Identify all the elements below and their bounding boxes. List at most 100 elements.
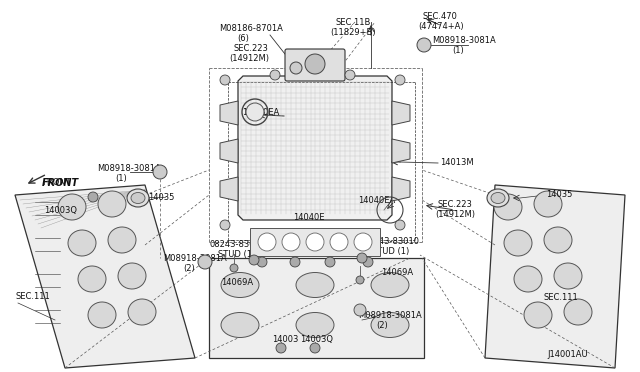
Ellipse shape [544,227,572,253]
Circle shape [306,233,324,251]
Ellipse shape [296,312,334,337]
Ellipse shape [491,192,505,203]
Ellipse shape [534,191,562,217]
Circle shape [325,257,335,267]
Polygon shape [220,177,238,201]
Ellipse shape [58,194,86,220]
Polygon shape [238,76,392,220]
Polygon shape [392,101,410,125]
Ellipse shape [131,192,145,203]
Circle shape [354,233,372,251]
Text: (6): (6) [237,34,249,43]
Text: 14069A: 14069A [381,268,413,277]
Ellipse shape [128,299,156,325]
Ellipse shape [371,312,409,337]
Ellipse shape [487,189,509,207]
Text: (2): (2) [376,321,388,330]
Text: J14001AU: J14001AU [547,350,588,359]
Ellipse shape [371,273,409,298]
Text: M08918-3081A: M08918-3081A [163,254,227,263]
Ellipse shape [118,263,146,289]
Circle shape [345,70,355,80]
Circle shape [198,255,212,269]
Ellipse shape [108,227,136,253]
Polygon shape [15,185,195,368]
Text: 08243-83010: 08243-83010 [364,237,420,246]
Text: 14003Q: 14003Q [44,206,77,215]
Text: 14035: 14035 [148,193,174,202]
Ellipse shape [494,194,522,220]
Circle shape [246,103,264,121]
Ellipse shape [68,230,96,256]
Circle shape [270,70,280,80]
Circle shape [258,233,276,251]
Text: SEC.223: SEC.223 [438,200,473,209]
Text: (2): (2) [183,264,195,273]
Text: FRONT: FRONT [42,178,71,187]
Polygon shape [392,177,410,201]
Text: FRONT: FRONT [42,178,79,188]
Text: 08243-83010: 08243-83010 [209,240,265,249]
Ellipse shape [524,302,552,328]
Circle shape [330,233,348,251]
Text: 14013M: 14013M [440,158,474,167]
Ellipse shape [88,302,116,328]
Ellipse shape [127,189,149,207]
Ellipse shape [221,312,259,337]
Text: (47474+A): (47474+A) [418,22,463,31]
Ellipse shape [221,273,259,298]
Text: 14040EA: 14040EA [358,196,396,205]
Circle shape [282,233,300,251]
Text: M08186-8701A: M08186-8701A [219,24,283,33]
Circle shape [290,62,302,74]
Polygon shape [209,258,424,358]
Polygon shape [392,139,410,163]
Text: M08918-3081A: M08918-3081A [432,36,496,45]
Circle shape [220,220,230,230]
Circle shape [395,75,405,85]
Circle shape [310,343,320,353]
Circle shape [249,255,259,265]
Text: (14912M): (14912M) [229,54,269,63]
Text: STUD (1): STUD (1) [372,247,409,256]
Circle shape [220,75,230,85]
Ellipse shape [514,266,542,292]
Text: SEC.470: SEC.470 [423,12,458,21]
Circle shape [305,54,325,74]
Circle shape [363,257,373,267]
Text: (11829+B): (11829+B) [330,28,376,37]
Text: M08918-3081A: M08918-3081A [97,164,161,173]
Circle shape [276,343,286,353]
Ellipse shape [98,191,126,217]
Circle shape [357,253,367,263]
Text: M08918-3081A: M08918-3081A [358,311,422,320]
Text: SEC.11B: SEC.11B [336,18,371,27]
Polygon shape [220,101,238,125]
Ellipse shape [564,299,592,325]
Text: (1): (1) [452,46,464,55]
Ellipse shape [78,266,106,292]
Polygon shape [220,139,238,163]
Ellipse shape [296,273,334,298]
Circle shape [356,276,364,284]
Circle shape [290,257,300,267]
Circle shape [395,220,405,230]
Text: (1): (1) [115,174,127,183]
Circle shape [153,165,167,179]
Text: 14003: 14003 [272,335,298,344]
Polygon shape [250,228,380,256]
Circle shape [354,304,366,316]
Text: 14003Q: 14003Q [300,335,333,344]
Circle shape [417,38,431,52]
FancyBboxPatch shape [285,49,345,81]
Circle shape [230,264,238,272]
Text: 14069A: 14069A [221,278,253,287]
Ellipse shape [504,230,532,256]
Polygon shape [485,185,625,368]
Text: STUD (1): STUD (1) [218,250,255,259]
Circle shape [88,192,98,202]
Text: SEC.223: SEC.223 [234,44,269,53]
Circle shape [257,257,267,267]
Text: 14040E: 14040E [293,213,324,222]
Text: SEC.111: SEC.111 [15,292,50,301]
